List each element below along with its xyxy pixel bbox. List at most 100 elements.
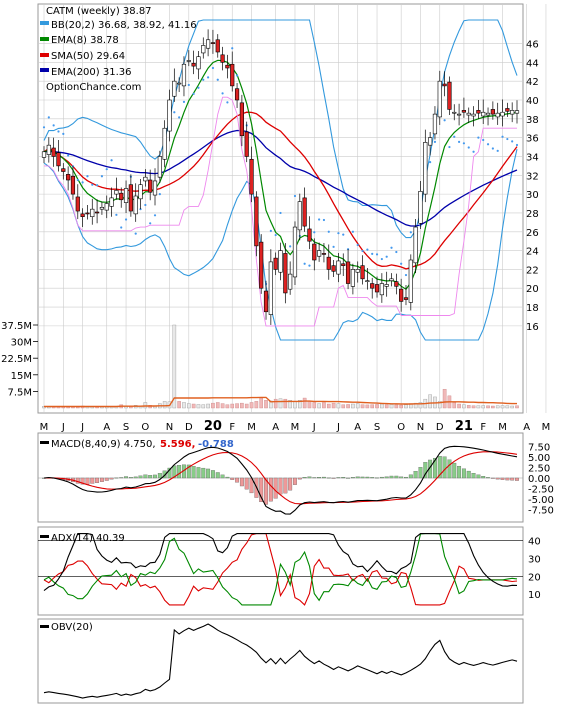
- macd-histogram-bar: [80, 477, 85, 485]
- x-tick-label: J: [336, 422, 340, 433]
- macd-tick-label: 5.00: [528, 453, 550, 464]
- macd-histogram-bar: [515, 477, 519, 481]
- sar-dot: [395, 250, 398, 254]
- sar-dot: [67, 154, 70, 157]
- legend: CATM (weekly) 38.87 BB(20,2) 36.68, 38.9…: [40, 6, 197, 93]
- sar-dot: [153, 214, 157, 217]
- sar-dot: [231, 47, 234, 50]
- volume-bar: [471, 405, 476, 409]
- candle-body: [181, 63, 187, 87]
- volume-bar: [442, 388, 447, 409]
- candle-body: [157, 156, 162, 178]
- candle-body: [191, 62, 196, 67]
- sar-dot: [506, 137, 509, 141]
- volume-bar: [273, 398, 278, 409]
- sar-dot: [429, 161, 432, 164]
- candle-body: [56, 152, 61, 167]
- sar-dot: [76, 178, 79, 182]
- sar-dot: [361, 249, 364, 253]
- candle-body: [152, 180, 158, 196]
- candle-body: [432, 113, 438, 135]
- volume-tick-label: 37.5M: [1, 321, 32, 332]
- candle-body: [461, 110, 467, 113]
- macd-histogram-bar: [447, 459, 452, 479]
- macd-histogram-bar: [346, 477, 351, 479]
- adx-tick-label: 20: [528, 572, 541, 583]
- sar-dot: [86, 175, 89, 178]
- sar-dot: [124, 218, 128, 221]
- volume-bar: [249, 402, 254, 409]
- volume-bar: [230, 403, 235, 409]
- watermark: OptionChance.com: [46, 82, 141, 93]
- macd-histogram-bar: [404, 476, 408, 479]
- price-tick-label: 36: [526, 134, 539, 145]
- price-tick-label: 30: [526, 190, 539, 201]
- volume-bar: [491, 405, 495, 409]
- adx-tick-label: 30: [528, 555, 541, 566]
- price-tick-label: 16: [526, 322, 539, 333]
- volume-bar: [326, 403, 331, 409]
- macd-histogram-bar: [331, 477, 336, 479]
- chart-title: CATM (weekly) 38.87: [46, 6, 152, 17]
- candle-body: [46, 144, 51, 155]
- x-tick-label: F: [229, 422, 235, 433]
- adx-label: ADX(14) 40.39: [51, 533, 125, 544]
- macd-histogram-bar: [389, 475, 394, 479]
- sar-dot: [313, 231, 316, 234]
- macd-histogram-bar: [172, 465, 177, 479]
- candle-body: [500, 111, 505, 117]
- volume-bar: [182, 402, 186, 409]
- volume-bar: [177, 401, 181, 409]
- adx-tick-label: 10: [528, 590, 541, 601]
- volume-bar: [466, 405, 471, 409]
- sar-dot: [279, 211, 282, 215]
- volume-bar: [215, 402, 220, 409]
- volume-bar: [404, 404, 408, 409]
- macd-signal-line: [43, 451, 518, 505]
- macd-histogram-bar: [341, 477, 346, 479]
- volume-bar: [452, 402, 457, 409]
- volume-bar: [351, 403, 355, 409]
- sar-dot: [293, 194, 297, 198]
- volume-bar: [370, 404, 375, 409]
- sar-dot: [57, 130, 60, 133]
- volume-bar: [462, 404, 466, 409]
- candle-body: [230, 63, 235, 87]
- volume-bar: [476, 405, 481, 409]
- volume-bar: [317, 403, 321, 409]
- macd-histogram-bar: [206, 468, 211, 479]
- sar-dot: [211, 66, 215, 70]
- volume-bar: [312, 402, 317, 409]
- volume-bar: [384, 404, 389, 409]
- candle-body: [268, 261, 273, 315]
- candle-body: [234, 88, 240, 101]
- macd-histogram-bar: [230, 477, 235, 480]
- x-tick-label: D: [185, 422, 193, 433]
- volume-bar: [495, 405, 500, 409]
- candle-body: [196, 56, 201, 70]
- sar-dot: [100, 175, 104, 178]
- volume-bar: [186, 403, 191, 409]
- candle-body: [186, 60, 191, 62]
- candle-body: [394, 281, 399, 287]
- candle-body: [201, 45, 206, 54]
- candle-body: [297, 201, 302, 231]
- candle-body: [220, 54, 225, 63]
- volume-bar: [486, 405, 490, 409]
- volume-bar: [336, 403, 341, 409]
- sar-dot: [308, 264, 311, 267]
- volume-bar: [235, 403, 239, 409]
- macd-histogram-bar: [365, 476, 370, 479]
- x-tick-label: A: [354, 422, 361, 433]
- price-tick-label: 38: [526, 115, 539, 126]
- sar-dot: [351, 230, 354, 233]
- sar-dot: [342, 233, 345, 236]
- sar-dot: [356, 243, 359, 247]
- candle-body: [138, 184, 143, 200]
- x-tick-label: O: [397, 422, 405, 433]
- volume-bar: [500, 405, 505, 409]
- macd-histogram-bar: [210, 470, 215, 479]
- x-tick-label: M: [498, 422, 507, 433]
- volume-bar: [428, 394, 432, 409]
- macd-histogram-bar: [442, 456, 447, 479]
